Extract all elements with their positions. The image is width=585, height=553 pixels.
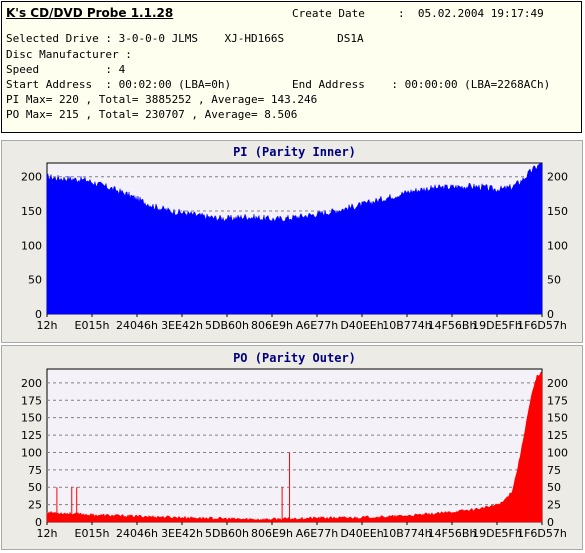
po-y-tick-right: 125 (547, 429, 568, 442)
po-y-tick-left: 175 (21, 394, 42, 407)
pi-y-tick-left: 200 (21, 171, 42, 184)
po-y-tick-right: 25 (547, 499, 561, 512)
app-title: K's CD/DVD Probe 1.1.28 (6, 6, 174, 20)
po-plot-area (46, 368, 543, 523)
speed: Speed : 4 (6, 63, 126, 76)
po-x-tick-label: 24046h (116, 527, 158, 540)
po-y-tick-right: 200 (547, 377, 568, 390)
pi-y-tick-left: 50 (28, 274, 42, 287)
pi-x-tick-label: 14F56Bh (428, 319, 477, 332)
end-address: End Address : 00:00:00 (LBA=2268ACh) (292, 78, 551, 91)
po-x-tick-label: 3EE42h (161, 527, 203, 540)
po-y-tick-left: 100 (21, 446, 42, 459)
po-x-tick-label: 10B774h (382, 527, 432, 540)
pi-x-tick-label: 1F6D57h (517, 319, 567, 332)
po-y-tick-right: 75 (547, 464, 561, 477)
pi-x-tick-label: E015h (75, 319, 110, 332)
po-x-tick-label: 14F56Bh (428, 527, 477, 540)
po-x-tick-label: 1F6D57h (517, 527, 567, 540)
pi-y-tick-right: 0 (547, 308, 554, 321)
pi-x-tick-label: 3EE42h (161, 319, 203, 332)
pi-x-tick-label: D40EEh (340, 319, 383, 332)
po-y-tick-right: 50 (547, 481, 561, 494)
po-y-tick-left: 200 (21, 377, 42, 390)
pi-y-tick-left: 150 (21, 205, 42, 218)
pi-y-tick-right: 200 (547, 171, 568, 184)
po-x-tick-label: D40EEh (340, 527, 383, 540)
po-y-tick-right: 150 (547, 412, 568, 425)
pi-y-tick-right: 100 (547, 239, 568, 252)
pi-chart-panel: PI (Parity Inner) 0 0 50 50 100 100 150 150 200 20… (1, 140, 583, 343)
po-chart: PO (Parity Outer) 0 0 25 25 50 50 75 75 100 100 125… (21, 351, 568, 540)
po-y-tick-right: 0 (547, 516, 554, 529)
pi-x-tick-label: 806E9h (251, 319, 293, 332)
po-y-tick-left: 0 (35, 516, 42, 529)
po-stats: PO Max= 215 , Total= 230707 , Average= 8… (6, 108, 298, 121)
po-y-tick-left: 75 (28, 464, 42, 477)
po-chart-panel: PO (Parity Outer) 0 0 25 25 50 50 75 75 100 100 125… (1, 345, 583, 550)
po-y-tick-right: 100 (547, 446, 568, 459)
pi-x-tick-label: 19DE5Fh (472, 319, 522, 332)
pi-series-area (46, 162, 543, 315)
po-x-tick-label: 12h (37, 527, 58, 540)
pi-x-tick-label: 5DB60h (205, 319, 249, 332)
po-x-tick-label: 5DB60h (205, 527, 249, 540)
pi-chart: PI (Parity Inner) 0 0 50 50 100 100 150 150 200 20… (21, 145, 568, 332)
po-y-tick-left: 50 (28, 481, 42, 494)
pi-chart-title: PI (Parity Inner) (233, 145, 356, 159)
pi-stats: PI Max= 220 , Total= 3885252 , Average= … (6, 93, 318, 106)
po-series-area (46, 371, 543, 523)
pi-y-tick-left: 0 (35, 308, 42, 321)
po-y-tick-left: 25 (28, 499, 42, 512)
pi-x-tick-label: 24046h (116, 319, 158, 332)
pi-y-tick-right: 50 (547, 274, 561, 287)
po-chart-title: PO (Parity Outer) (233, 351, 356, 365)
po-y-tick-left: 125 (21, 429, 42, 442)
po-y-tick-left: 150 (21, 412, 42, 425)
po-x-tick-label: 806E9h (251, 527, 293, 540)
start-address: Start Address : 00:02:00 (LBA=0h) (6, 78, 232, 91)
pi-x-tick-label: 12h (37, 319, 58, 332)
po-x-tick-label: E015h (75, 527, 110, 540)
po-x-tick-label: 19DE5Fh (472, 527, 522, 540)
po-x-tick-label: A6E77h (296, 527, 338, 540)
pi-x-tick-label: 10B774h (382, 319, 432, 332)
selected-drive: Selected Drive : 3-0-0-0 JLMS XJ-HD166S … (6, 32, 364, 45)
create-date-label: Create Date (292, 7, 365, 20)
create-date-value: : 05.02.2004 19:17:49 (398, 7, 544, 20)
pi-y-tick-left: 100 (21, 239, 42, 252)
po-y-tick-right: 175 (547, 394, 568, 407)
disc-manufacturer: Disc Manufacturer : (6, 48, 132, 61)
disc-info-panel: K's CD/DVD Probe 1.1.28 Create Date : 05… (1, 1, 582, 133)
pi-x-tick-label: A6E77h (296, 319, 338, 332)
pi-y-tick-right: 150 (547, 205, 568, 218)
